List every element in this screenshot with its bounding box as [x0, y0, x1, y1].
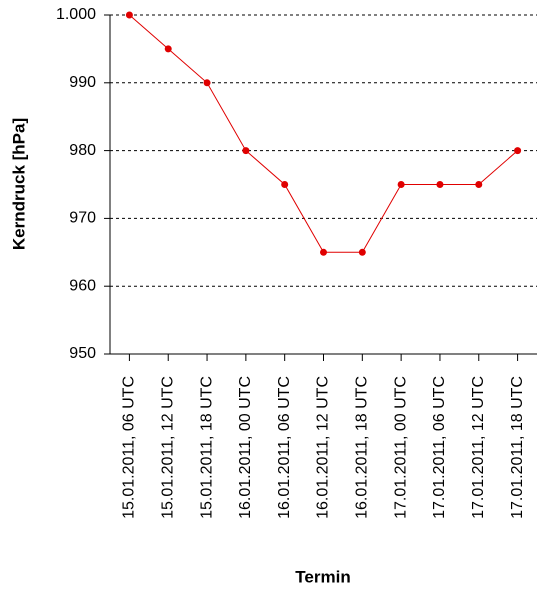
- data-point: [164, 45, 172, 53]
- data-point: [320, 248, 327, 256]
- y-tick-label: 980: [69, 142, 96, 159]
- data-point: [397, 181, 405, 188]
- y-tick-label: 1.000: [56, 6, 96, 23]
- x-tick-label: 15.01.2011, 18 UTC: [198, 376, 215, 519]
- data-point: [242, 147, 250, 155]
- data-point: [203, 79, 211, 87]
- y-tick-label: 950: [69, 345, 96, 362]
- x-tick-label: 17.01.2011, 00 UTC: [392, 376, 409, 519]
- data-point: [281, 181, 289, 188]
- x-tick-label: 17.01.2011, 06 UTC: [431, 376, 448, 519]
- x-tick-label: 15.01.2011, 06 UTC: [121, 376, 138, 519]
- data-point: [514, 147, 522, 155]
- data-line: [129, 14, 518, 253]
- x-tick-label: 16.01.2011, 00 UTC: [237, 376, 254, 519]
- x-tick-label: 16.01.2011, 12 UTC: [315, 376, 332, 519]
- data-point: [358, 248, 366, 256]
- x-tick-label: 15.01.2011, 12 UTC: [159, 376, 176, 519]
- data-point: [436, 181, 444, 188]
- y-tick-label: 970: [69, 210, 96, 227]
- y-tick-label: 990: [69, 74, 96, 91]
- x-tick-label: 16.01.2011, 18 UTC: [354, 376, 371, 519]
- x-axis-label: Termin: [295, 567, 350, 586]
- y-axis-label: Kerndruck [hPa]: [9, 118, 28, 250]
- data-point: [125, 11, 133, 19]
- x-tick-label: 17.01.2011, 18 UTC: [509, 376, 526, 519]
- data-point: [475, 181, 483, 188]
- y-tick-label: 960: [69, 277, 96, 294]
- x-tick-label: 16.01.2011, 06 UTC: [276, 376, 293, 519]
- x-tick-label: 17.01.2011, 12 UTC: [470, 376, 487, 519]
